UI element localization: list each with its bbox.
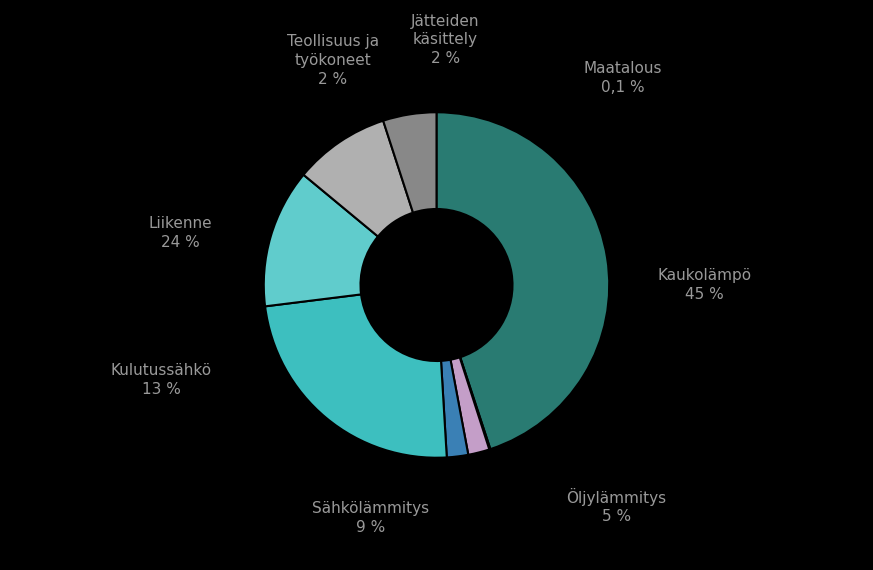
Wedge shape [441, 360, 468, 457]
Text: Jätteiden
käsittely
2 %: Jätteiden käsittely 2 % [411, 14, 479, 66]
Text: Maatalous
0,1 %: Maatalous 0,1 % [583, 61, 662, 95]
Wedge shape [460, 357, 491, 450]
Wedge shape [436, 112, 609, 449]
Text: Liikenne
24 %: Liikenne 24 % [148, 217, 212, 250]
Text: Kaukolämpö
45 %: Kaukolämpö 45 % [657, 268, 752, 302]
Text: Teollisuus ja
työkoneet
2 %: Teollisuus ja työkoneet 2 % [287, 34, 379, 87]
Wedge shape [383, 112, 436, 213]
Wedge shape [304, 121, 413, 237]
Text: Öljylämmitys
5 %: Öljylämmitys 5 % [566, 488, 666, 524]
Wedge shape [264, 175, 378, 306]
Text: Sähkölämmitys
9 %: Sähkölämmitys 9 % [313, 502, 430, 535]
Wedge shape [265, 294, 447, 458]
Wedge shape [450, 357, 489, 455]
Text: Kulutussähkö
13 %: Kulutussähkö 13 % [111, 363, 212, 397]
